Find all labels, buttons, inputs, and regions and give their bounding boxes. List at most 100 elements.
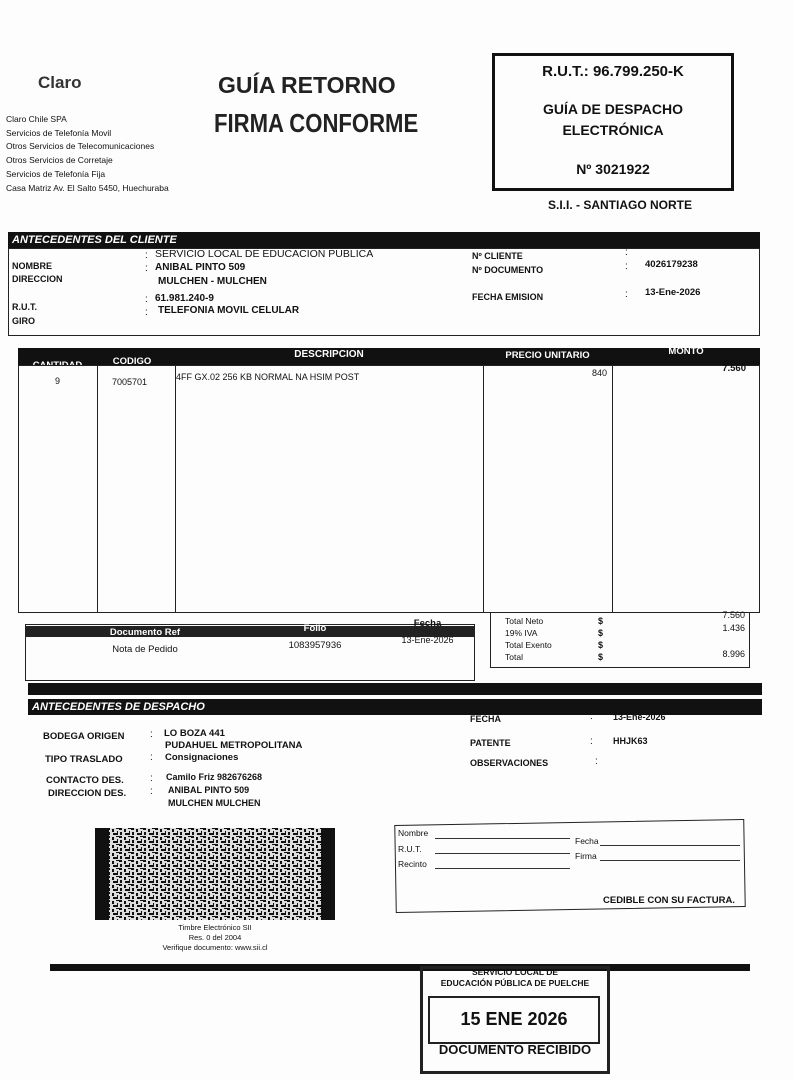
doc-number: Nº 3021922 [576, 161, 650, 177]
receipt-label: R.U.T. [398, 844, 422, 854]
field-value: MULCHEN MULCHEN [168, 798, 261, 808]
colon: : [145, 307, 148, 318]
company-line: Servicios de Telefonía Fija [6, 169, 106, 179]
cell: 1083957936 [288, 640, 342, 651]
stamp-line: SERVICIO LOCAL DE [471, 967, 559, 977]
cell: 9 [54, 376, 60, 386]
receipt-label: Firma [575, 851, 597, 861]
field-value: ANIBAL PINTO 509 [168, 785, 250, 795]
colon: : [625, 247, 628, 258]
sign-line [435, 838, 570, 839]
colon: : [590, 736, 593, 747]
total-label: Total Exento [505, 640, 552, 650]
receipt-label: Recinto [398, 859, 427, 869]
currency: $ [598, 628, 604, 638]
receipt-label: Fecha [575, 836, 599, 846]
field-label: BODEGA ORIGEN [43, 731, 125, 742]
cell: 7005701 [112, 377, 148, 387]
barcode [95, 828, 335, 920]
colon: : [145, 263, 148, 274]
cell: 4FF GX.02 256 KB NORMAL NA HSIM POST [176, 372, 360, 382]
column-line [483, 365, 484, 613]
items-box [18, 365, 760, 613]
total-label: Total [505, 652, 523, 662]
sign-line [435, 853, 570, 854]
stamp-date: 15 ENE 2026 [460, 1009, 568, 1029]
colon: : [625, 289, 628, 300]
colon: : [145, 250, 148, 261]
section-title: ANTECEDENTES DE DESPACHO [32, 701, 205, 713]
field-label: OBSERVACIONES [470, 758, 549, 768]
column-line [97, 365, 98, 613]
field-label: R.U.T. [12, 302, 38, 312]
colon: : [150, 729, 153, 740]
colon: : [145, 294, 148, 305]
section-title: ANTECEDENTES DEL CLIENTE [12, 234, 177, 246]
field-label: NOMBRE [12, 261, 52, 271]
field-value: 4026179238 [645, 259, 698, 270]
sii-office: S.I.I. - SANTIAGO NORTE [548, 198, 693, 212]
stamp-box [420, 966, 610, 1074]
column-header: Folio [303, 623, 327, 634]
colon: : [625, 261, 628, 272]
sign-line [600, 860, 740, 861]
totals-box [490, 612, 750, 668]
company-line: Servicios de Telefonía Movil [6, 128, 112, 138]
colon: : [150, 773, 153, 784]
column-header: DESCRIPCION [294, 349, 364, 360]
colon: : [150, 752, 153, 763]
divider-bar [28, 683, 762, 695]
currency: $ [598, 652, 604, 662]
doc-title: GUÍA DE DESPACHO [542, 101, 683, 117]
field-label: Nº CLIENTE [472, 251, 523, 261]
logo: Claro [38, 73, 82, 92]
receipt-label: Nombre [398, 828, 429, 838]
colon: : [590, 711, 593, 722]
stamp-date-box [428, 996, 600, 1044]
total-value: 1.436 [722, 623, 745, 633]
column-header: MONTO [668, 346, 704, 357]
sign-line [600, 845, 740, 846]
company-line: Claro Chile SPA [6, 114, 67, 124]
company-line: Otros Servicios de Telecomunicaciones [6, 141, 155, 151]
field-value: SERVICIO LOCAL DE EDUCACION PUBLICA [155, 248, 374, 260]
field-value: Consignaciones [165, 752, 239, 763]
doc-title: ELECTRÓNICA [562, 122, 664, 138]
company-line: Otros Servicios de Corretaje [6, 155, 113, 165]
field-value: 13-Ene-2026 [613, 712, 666, 722]
field-label: DIRECCION DES. [48, 788, 127, 799]
column-header: CODIGO [112, 356, 152, 367]
divider-bar [50, 964, 750, 971]
field-label: CONTACTO DES. [46, 775, 124, 786]
doc-box [492, 53, 734, 191]
stamp-sign: FIRMA CONFORME [214, 108, 419, 138]
field-value: TELEFONIA MOVIL CELULAR [158, 305, 300, 316]
reference-header-bar [25, 626, 475, 637]
cell: 840 [591, 368, 607, 378]
total-value: 8.996 [722, 649, 745, 659]
field-label: DIRECCION [12, 274, 63, 284]
colon: : [150, 786, 153, 797]
stamp-line: EDUCACIÓN PÚBLICA DE PUELCHE [440, 978, 590, 988]
field-label: TIPO TRASLADO [45, 754, 123, 765]
cell: Nota de Pedido [112, 644, 178, 655]
field-label: FECHA [470, 714, 501, 724]
total-value: 7.560 [722, 610, 745, 620]
field-label: PATENTE [470, 738, 511, 748]
column-header: Documento Ref [109, 627, 181, 638]
field-value: HHJK63 [613, 736, 648, 746]
column-line [612, 365, 613, 613]
field-value: ANIBAL PINTO 509 [155, 262, 246, 273]
field-label: GIRO [12, 316, 36, 326]
cell: 13-Ene-2026 [401, 635, 454, 645]
column-line [175, 365, 176, 613]
sign-line [435, 868, 570, 869]
currency: $ [598, 640, 604, 650]
timbre-line: Timbre Electrónico SII [178, 923, 252, 932]
cedible: CEDIBLE CON SU FACTURA. [603, 895, 735, 906]
cell: 7.560 [722, 363, 746, 374]
client-box [8, 248, 760, 336]
field-label: Nº DOCUMENTO [472, 265, 544, 275]
column-header: Fecha [413, 618, 442, 629]
